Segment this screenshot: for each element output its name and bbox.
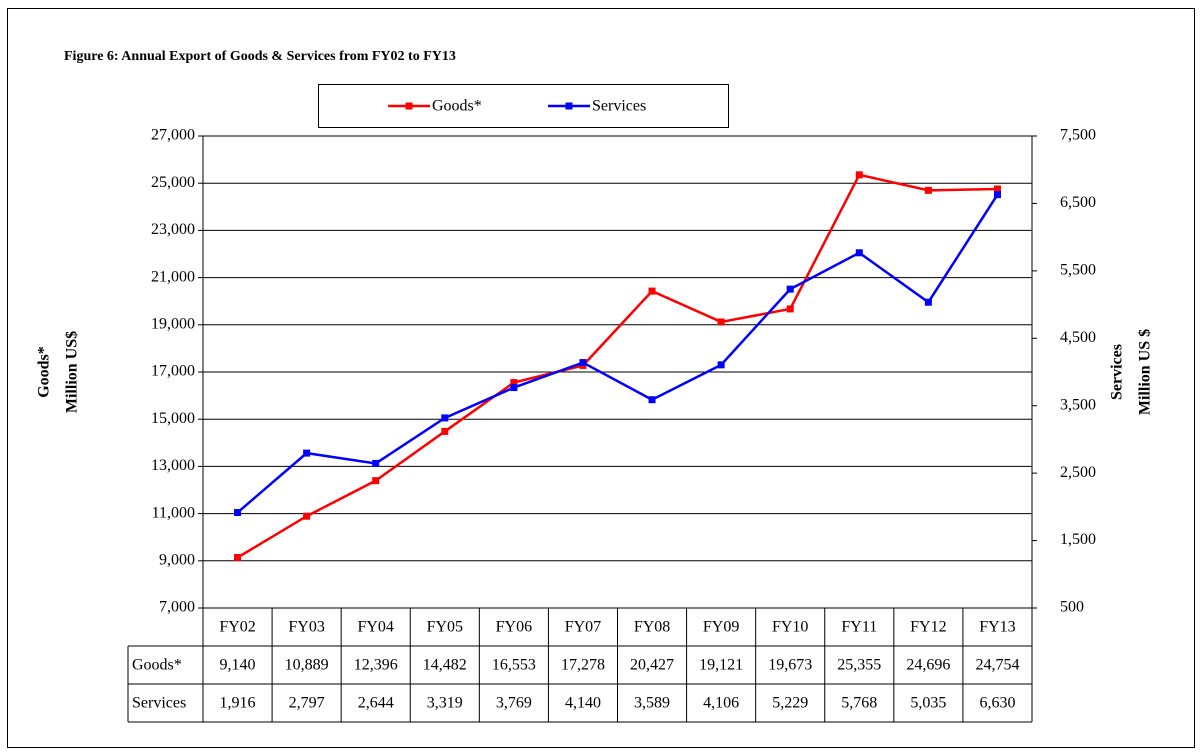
table-value: 16,553 — [492, 657, 536, 674]
point — [303, 512, 311, 520]
y-tick-label: 19,000 — [151, 315, 195, 332]
y2-tick-label: 2,500 — [1060, 464, 1096, 481]
y-tick-label: 13,000 — [151, 457, 195, 474]
y-tick-label: 21,000 — [151, 268, 195, 285]
table-value: 12,396 — [354, 657, 398, 674]
point — [234, 553, 242, 561]
table-value: 5,229 — [772, 695, 808, 712]
legend-marker — [565, 102, 573, 110]
x-tick-label: FY07 — [565, 619, 601, 636]
series-line — [236, 193, 999, 514]
point — [855, 249, 863, 257]
y-tick-label: 9,000 — [159, 551, 195, 568]
point — [234, 509, 242, 517]
table-value: 10,889 — [285, 657, 329, 674]
point — [372, 459, 380, 467]
table-row-header: Services — [132, 695, 186, 712]
y2-axis-label: Million US $ — [1137, 329, 1154, 415]
point — [924, 186, 932, 194]
x-tick-label: FY11 — [841, 619, 877, 636]
point — [855, 171, 863, 179]
point — [372, 477, 380, 485]
x-tick-label: FY13 — [979, 619, 1015, 636]
y2-tick-label: 6,500 — [1060, 194, 1096, 211]
y2-tick-label: 500 — [1060, 599, 1084, 616]
table-value: 17,278 — [561, 657, 605, 674]
point — [510, 384, 518, 392]
y2-tick-label: 3,500 — [1060, 396, 1096, 413]
y-tick-label: 17,000 — [151, 363, 195, 380]
table-value: 5,768 — [841, 695, 877, 712]
table-row-header: Goods* — [132, 657, 182, 674]
table-value: 9,140 — [220, 657, 256, 674]
frame — [7, 8, 1195, 748]
y-tick-label: 27,000 — [151, 127, 195, 144]
x-tick-label: FY08 — [634, 619, 670, 636]
point — [510, 379, 518, 387]
y-tick-label: 7,000 — [159, 599, 195, 616]
point — [993, 185, 1001, 193]
table-value: 19,673 — [768, 657, 812, 674]
table-value: 4,106 — [703, 695, 739, 712]
series-line — [236, 173, 998, 559]
table-value: 6,630 — [979, 695, 1015, 712]
chart-title: Figure 6: Annual Export of Goods & Servi… — [64, 49, 456, 64]
y-tick-label: 23,000 — [151, 221, 195, 238]
table-value: 1,916 — [220, 695, 256, 712]
point — [579, 359, 587, 367]
table-value: 19,121 — [699, 657, 743, 674]
x-tick-label: FY09 — [703, 619, 739, 636]
table-value: 3,769 — [496, 695, 532, 712]
y-axis-label: Million US$ — [64, 331, 81, 413]
y2-axis-label: Services — [1109, 344, 1126, 400]
legend-label: Goods* — [432, 98, 482, 115]
table-value: 25,355 — [837, 657, 881, 674]
legend-box — [318, 84, 729, 128]
x-tick-label: FY05 — [427, 619, 463, 636]
x-tick-label: FY04 — [357, 619, 393, 636]
x-tick-label: FY03 — [288, 619, 324, 636]
y-tick-label: 11,000 — [152, 504, 195, 521]
point — [441, 427, 449, 435]
point — [786, 305, 794, 313]
table-value: 3,319 — [427, 695, 463, 712]
point — [441, 414, 449, 422]
point — [786, 285, 794, 293]
point — [993, 191, 1001, 199]
y2-tick-label: 7,500 — [1060, 127, 1096, 144]
point — [717, 361, 725, 369]
table-value: 14,482 — [423, 657, 467, 674]
y-tick-label: 25,000 — [151, 174, 195, 191]
point — [648, 287, 656, 295]
x-tick-label: FY02 — [219, 619, 255, 636]
table-value: 2,644 — [358, 695, 394, 712]
table-value: 24,754 — [975, 657, 1019, 674]
point — [648, 396, 656, 404]
table-value: 20,427 — [630, 657, 674, 674]
x-tick-label: FY12 — [910, 619, 946, 636]
y-tick-label: 15,000 — [151, 410, 195, 427]
table-value: 3,589 — [634, 695, 670, 712]
point — [717, 318, 725, 326]
x-tick-label: FY06 — [496, 619, 532, 636]
legend-label: Services — [592, 98, 646, 115]
table-value: 4,140 — [565, 695, 601, 712]
y-axis-label: Goods* — [36, 346, 53, 398]
table-value: 24,696 — [906, 657, 950, 674]
legend-marker — [405, 102, 413, 110]
y2-tick-label: 1,500 — [1060, 531, 1096, 548]
table-value: 2,797 — [289, 695, 325, 712]
x-tick-label: FY10 — [772, 619, 808, 636]
table-value: 5,035 — [910, 695, 946, 712]
point — [924, 298, 932, 306]
y2-tick-label: 4,500 — [1060, 329, 1096, 346]
point — [303, 449, 311, 457]
y2-tick-label: 5,500 — [1060, 262, 1096, 279]
